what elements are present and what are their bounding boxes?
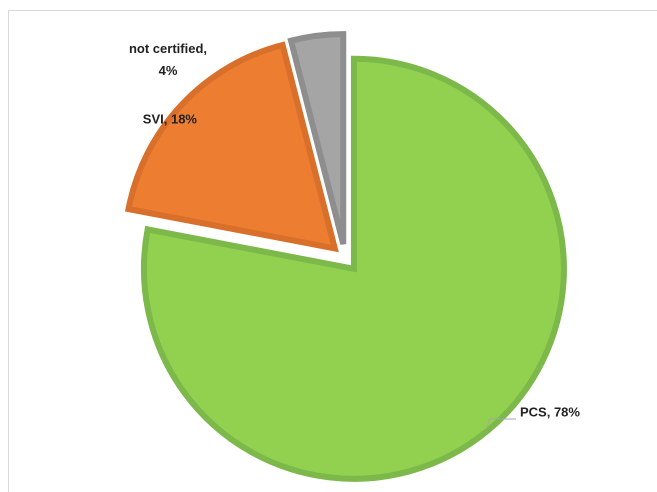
pie-slice bbox=[287, 31, 347, 245]
data-label-line: not certified, bbox=[129, 41, 207, 56]
data-label-line: 4% bbox=[159, 63, 178, 78]
pie-slice bbox=[125, 41, 339, 253]
leader-line bbox=[486, 418, 516, 430]
data-label: not certified, 4% bbox=[129, 41, 207, 78]
data-label: PCS, 78% bbox=[520, 404, 580, 419]
pie-slice bbox=[140, 55, 567, 482]
data-label: SVI, 18% bbox=[143, 111, 198, 126]
